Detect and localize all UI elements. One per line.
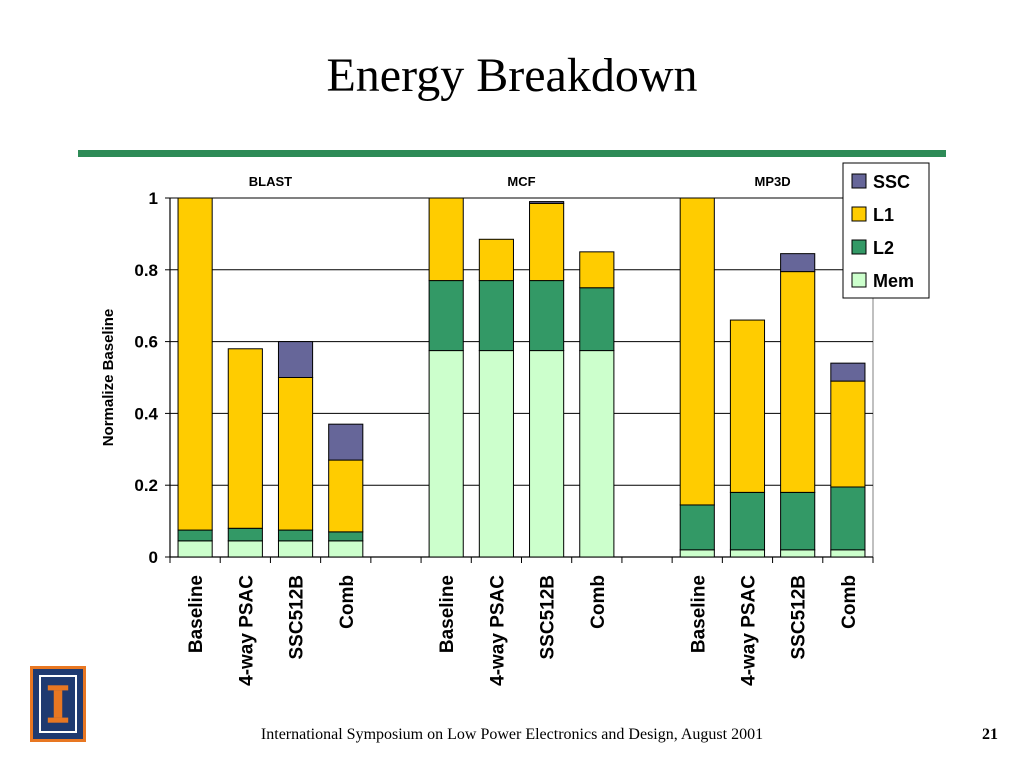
y-axis-label: Normalize Baseline — [100, 309, 117, 447]
group-label-mcf: MCF — [507, 174, 535, 189]
legend-swatch-l1 — [851, 206, 867, 222]
plot-frame — [169, 197, 874, 558]
y-tick-label: 0 — [149, 548, 158, 567]
bar-mp3d-2-mem — [729, 549, 766, 558]
bar-mp3d-1-l2 — [679, 504, 715, 551]
bar-mcf-4-l1 — [579, 251, 615, 289]
university-logo — [30, 666, 86, 742]
bar-mp3d-1-mem — [679, 549, 715, 558]
y-tick-label: 0.2 — [134, 476, 158, 495]
bar-mp3d-2-l1 — [729, 319, 766, 493]
bar-mp3d-3-l1 — [780, 271, 816, 493]
bar-mcf-3-l2 — [529, 280, 565, 352]
x-category-label: SSC512B — [287, 575, 308, 660]
legend-swatch-ssc — [851, 173, 867, 189]
bar-mp3d-3-l2 — [780, 491, 816, 551]
bar-blast-3-l2 — [277, 529, 314, 542]
bar-blast-4-mem — [328, 540, 364, 558]
bar-blast-1-l1 — [177, 197, 213, 531]
bar-blast-4-l1 — [328, 459, 364, 533]
slide-footer: International Symposium on Low Power Ele… — [260, 726, 764, 743]
x-category-label: 4-way PSAC — [738, 575, 759, 686]
bar-mp3d-3-mem — [780, 549, 816, 558]
legend-swatch-l2 — [851, 239, 867, 255]
legend-label-l1: L1 — [873, 205, 894, 225]
x-category-label: 4-way PSAC — [487, 575, 508, 686]
y-tick-label: 0.8 — [134, 261, 158, 280]
bar-blast-2-l2 — [227, 527, 263, 542]
bar-mcf-2-l2 — [478, 280, 514, 352]
bar-blast-3-ssc — [277, 341, 314, 379]
x-category-label: Comb — [337, 575, 358, 629]
bar-blast-2-mem — [227, 540, 263, 558]
bar-mp3d-2-l2 — [729, 491, 766, 551]
bar-blast-1-l2 — [177, 529, 213, 542]
bar-mcf-4-l2 — [579, 287, 615, 352]
bar-mp3d-4-ssc — [830, 362, 866, 382]
bar-mp3d-4-l2 — [830, 486, 866, 551]
x-category-label: SSC512B — [789, 575, 810, 660]
bar-mcf-1-l1 — [428, 197, 464, 282]
bar-mp3d-4-mem — [830, 549, 866, 558]
x-category-label: 4-way PSAC — [236, 575, 257, 686]
slide-title: Energy Breakdown — [326, 49, 698, 102]
bar-blast-1-mem — [177, 540, 213, 558]
bar-mcf-3-l1 — [529, 202, 565, 282]
bar-mcf-3-ssc — [529, 201, 565, 204]
bar-blast-2-l1 — [227, 348, 263, 529]
y-tick-label: 0.6 — [134, 333, 158, 352]
group-label-mp3d: MP3D — [755, 174, 791, 189]
page-number: 21 — [982, 726, 998, 743]
x-category-label: Baseline — [186, 575, 207, 653]
bar-mcf-2-l1 — [478, 238, 514, 282]
legend-label-mem: Mem — [873, 271, 914, 291]
y-tick-label: 0.4 — [134, 404, 158, 423]
bar-mcf-3-mem — [529, 350, 565, 558]
bar-mcf-4-mem — [579, 350, 615, 558]
logo-i-icon — [47, 685, 69, 723]
legend-label-l2: L2 — [873, 238, 894, 258]
title-divider — [78, 150, 946, 157]
bar-mcf-1-mem — [428, 350, 464, 558]
x-category-label: Baseline — [437, 575, 458, 653]
bar-blast-3-l1 — [277, 377, 314, 531]
x-category-label: Comb — [588, 575, 609, 629]
group-label-blast: BLAST — [249, 174, 292, 189]
bar-mcf-2-mem — [478, 350, 514, 558]
bar-mp3d-3-ssc — [780, 253, 816, 273]
bar-mcf-1-l2 — [428, 280, 464, 352]
legend-swatch-mem — [851, 272, 867, 288]
bar-blast-4-l2 — [328, 531, 364, 542]
x-category-label: Comb — [839, 575, 860, 629]
bar-mp3d-4-l1 — [830, 380, 866, 488]
x-category-label: Baseline — [688, 575, 709, 653]
bar-blast-4-ssc — [328, 423, 364, 461]
bar-blast-3-mem — [277, 540, 314, 558]
energy-breakdown-chart: 0 0.2 0.4 0.6 0.8 1 Normalize Baseline Baseline… — [100, 162, 930, 686]
bar-mp3d-1-l1 — [679, 197, 715, 506]
x-category-label: SSC512B — [538, 575, 559, 660]
legend-label-ssc: SSC — [873, 172, 910, 192]
y-tick-label: 1 — [149, 189, 158, 208]
